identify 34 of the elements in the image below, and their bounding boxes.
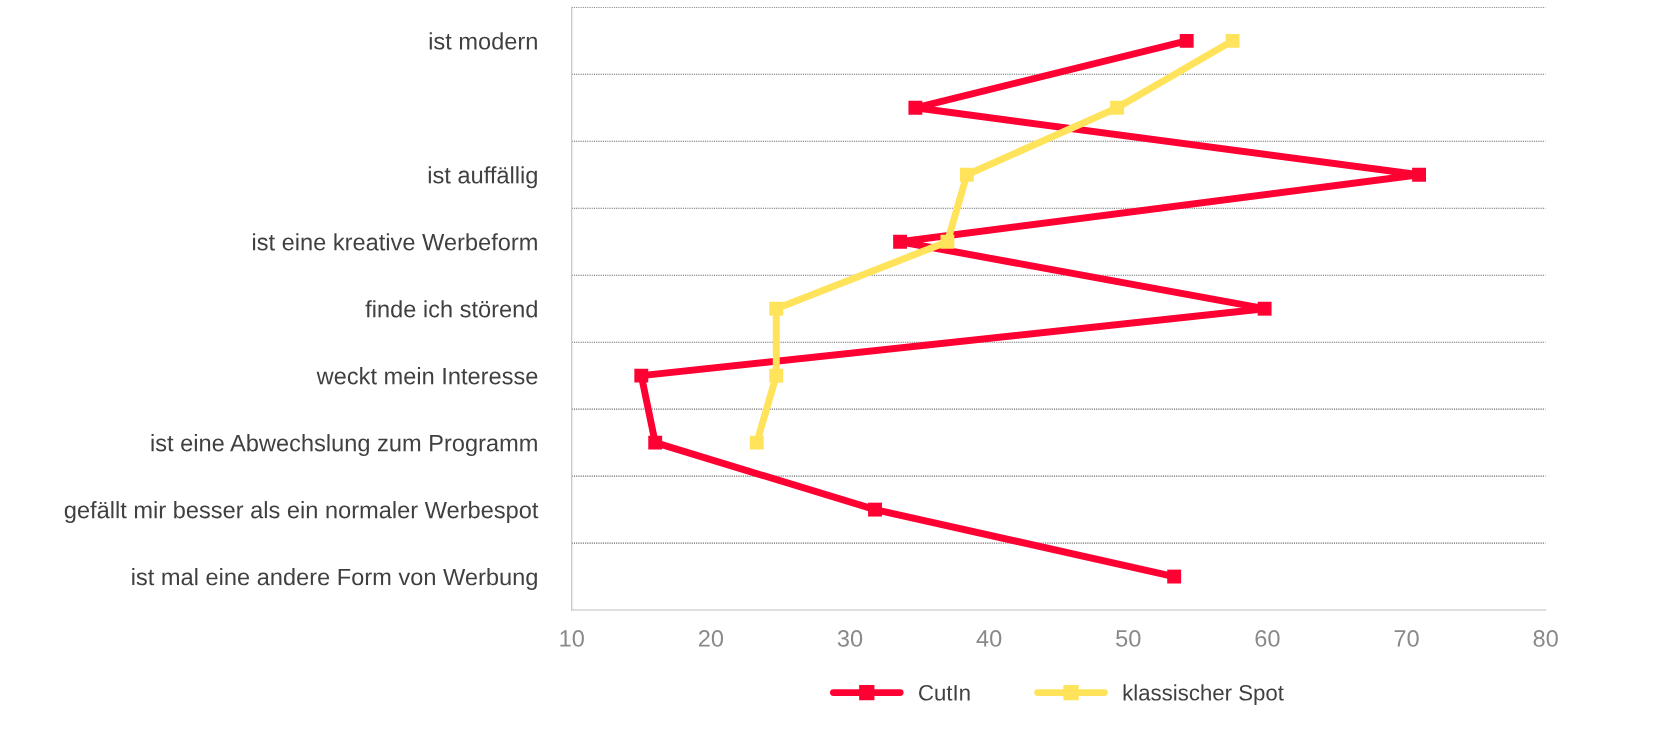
point	[868, 502, 882, 517]
x-tick-label: 50	[1116, 630, 1141, 647]
x-tick-label: 80	[1533, 630, 1558, 647]
point	[940, 234, 955, 249]
point	[1257, 301, 1272, 316]
x-tick-label: 30	[837, 630, 863, 647]
x-tick-label: 40	[976, 630, 1002, 647]
x-tick-label: 60	[1255, 630, 1280, 647]
point	[1110, 100, 1125, 115]
point	[1225, 33, 1240, 48]
legend-label: klassischer Spot	[1123, 684, 1284, 706]
x-tick-label: 20	[698, 630, 724, 647]
legend-label: CutIn	[919, 684, 970, 701]
point	[769, 368, 784, 383]
x-tick-label: 10	[560, 630, 584, 647]
point	[634, 368, 649, 383]
point	[1179, 33, 1194, 48]
y-tick-label: ist modern	[429, 32, 537, 50]
point	[769, 301, 784, 316]
y-tick-label: ist mal eine andere Form von Werbung	[132, 568, 537, 591]
y-tick-label: ist auffällig	[428, 166, 537, 189]
y-tick-label: finde ich störend	[365, 300, 537, 318]
y-tick-label: ist eine Abwechslung zum Programm	[151, 434, 537, 457]
point	[959, 167, 974, 182]
y-tick-label: ist eine kreative Werbeform	[253, 233, 537, 251]
point	[648, 435, 663, 450]
point	[908, 100, 923, 115]
x-tick-label: 70	[1394, 630, 1419, 647]
point	[1167, 569, 1182, 584]
point	[1412, 167, 1426, 182]
y-tick-label: gefällt mir besser als ein normaler Werbespot	[64, 501, 539, 524]
y-tick-label: weckt mein Interesse	[316, 367, 538, 385]
point	[893, 234, 908, 249]
point	[749, 435, 764, 450]
